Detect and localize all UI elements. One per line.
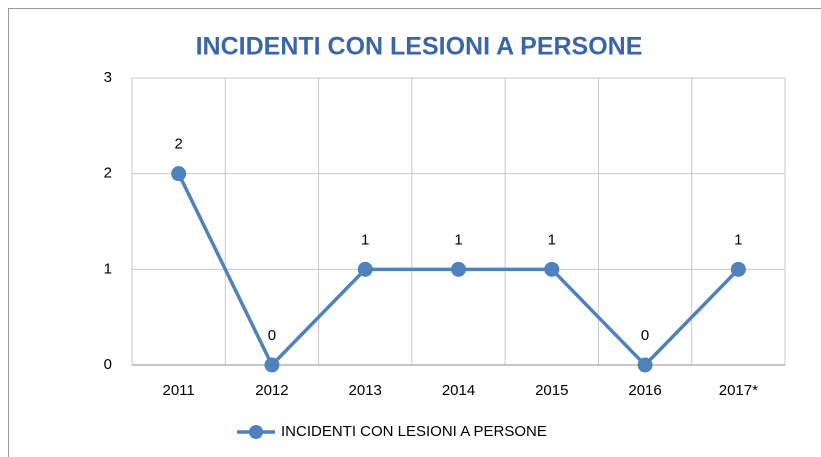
x-tick-label: 2011	[163, 382, 195, 399]
y-tick-label: 2	[104, 165, 112, 182]
chart-title: INCIDENTI CON LESIONI A PERSONE	[196, 33, 643, 61]
point	[357, 261, 373, 277]
data-label: 1	[734, 231, 742, 248]
point	[637, 357, 653, 373]
point	[264, 357, 280, 373]
data-label: 1	[548, 231, 556, 248]
legend-marker	[249, 425, 263, 439]
point	[451, 261, 466, 277]
point	[730, 261, 746, 277]
x-tick-label: 2016	[628, 382, 661, 399]
y-tick-label: 1	[104, 260, 112, 277]
data-label: 2	[174, 136, 182, 153]
x-tick-label: 2012	[255, 382, 288, 399]
point	[171, 166, 187, 182]
x-tick-label: 2015	[535, 382, 568, 399]
x-tick-label: 2013	[349, 382, 382, 399]
data-label: 0	[641, 327, 649, 344]
y-tick-label: 0	[104, 356, 112, 373]
chart-border	[8, 8, 821, 457]
x-tick-label: 2017*	[719, 382, 758, 399]
data-label: 1	[361, 231, 369, 248]
y-tick-label: 3	[104, 69, 112, 86]
data-label: 1	[454, 231, 462, 248]
point	[544, 261, 560, 277]
x-tick-label: 2014	[442, 382, 475, 399]
legend-label: INCIDENTI CON LESIONI A PERSONE	[281, 423, 547, 440]
data-label: 0	[268, 327, 276, 344]
